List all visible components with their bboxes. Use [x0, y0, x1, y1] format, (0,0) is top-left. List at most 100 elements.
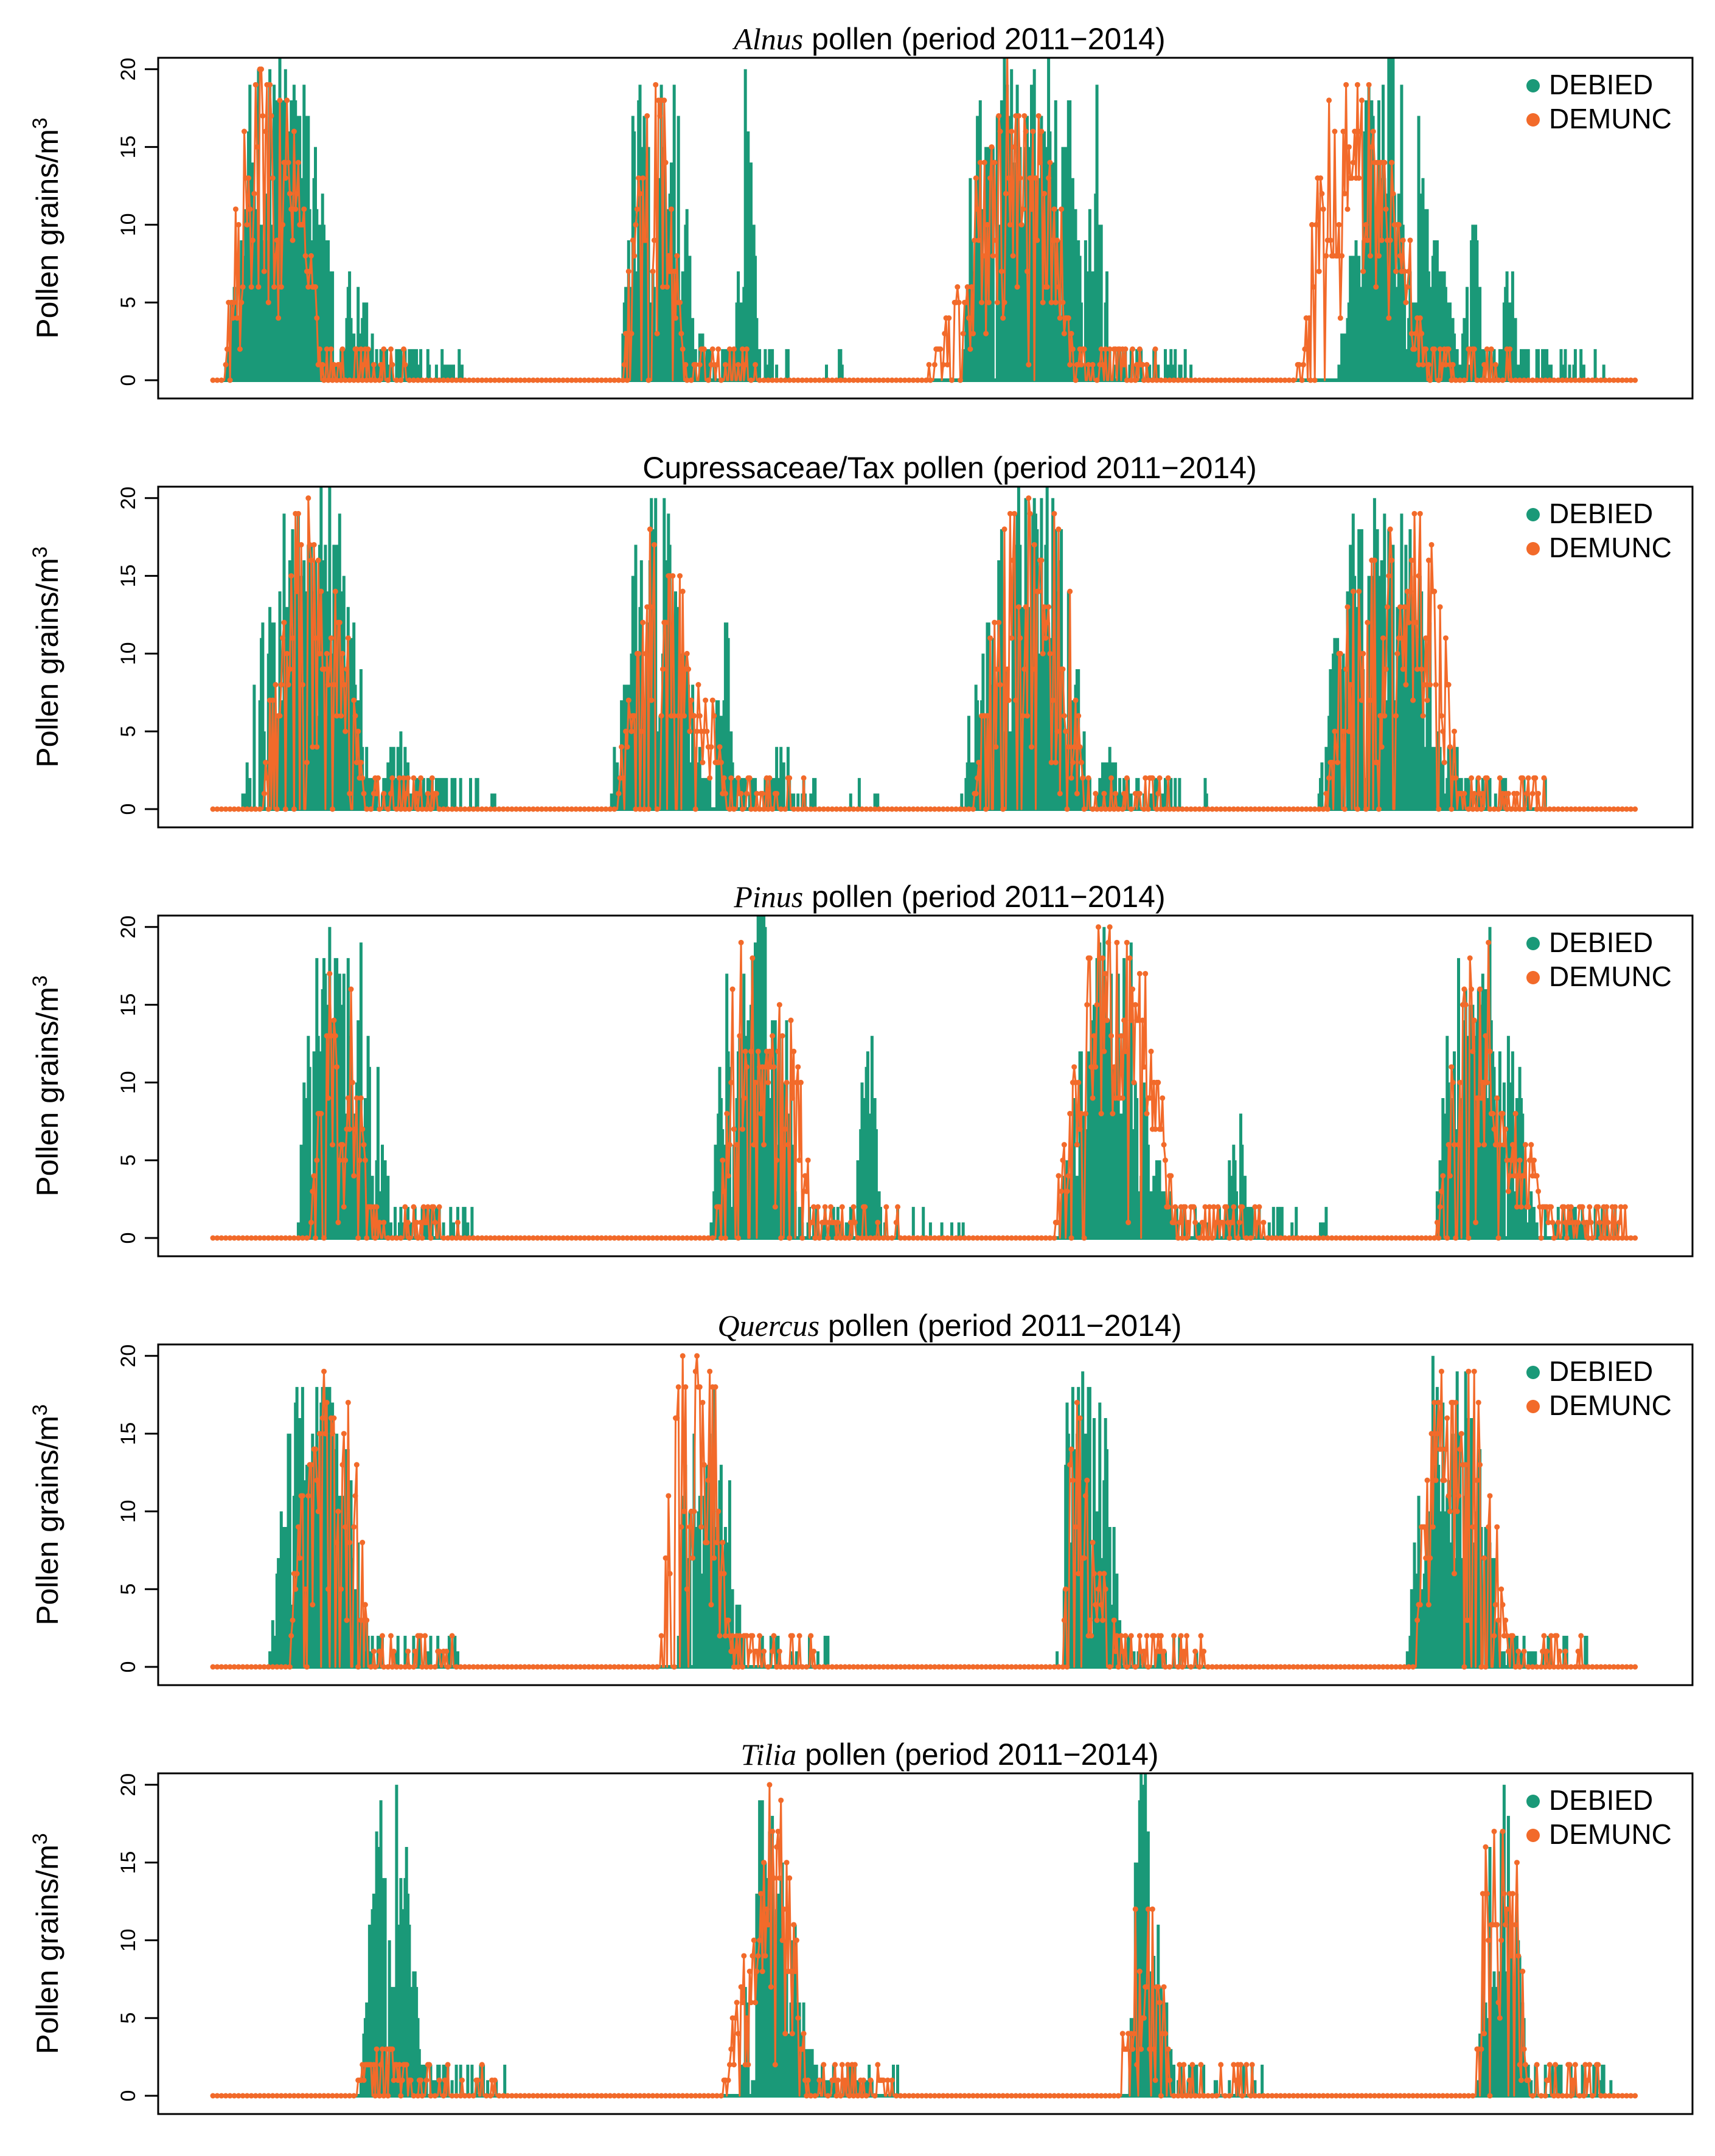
demunc-point — [347, 790, 353, 796]
demunc-point — [394, 377, 400, 383]
demunc-point — [1205, 2093, 1211, 2099]
demunc-point — [1172, 1204, 1178, 1210]
demunc-point — [1050, 697, 1056, 703]
demunc-point — [624, 2093, 630, 2099]
demunc-point — [902, 1664, 908, 1670]
demunc-point — [298, 541, 304, 548]
demunc-point — [282, 1664, 288, 1670]
demunc-point — [607, 2093, 613, 2099]
demunc-point — [661, 97, 667, 103]
title-text: Cupressaceae/Tax pollen (period 2011−201… — [642, 451, 1256, 485]
demunc-point — [227, 806, 233, 812]
demunc-point — [714, 2093, 720, 2099]
demunc-point — [250, 237, 256, 243]
demunc-point — [620, 775, 626, 781]
demunc-point — [1436, 377, 1442, 383]
demunc-point — [795, 1664, 801, 1670]
demunc-point — [1514, 1860, 1520, 1866]
demunc-point — [731, 806, 737, 812]
demunc-point — [353, 759, 360, 765]
demunc-point — [770, 1648, 776, 1654]
demunc-point — [565, 377, 571, 383]
demunc-point — [1628, 377, 1634, 383]
demunc-point — [1463, 1462, 1469, 1468]
demunc-point — [1098, 2093, 1104, 2099]
y-tick-label: 5 — [117, 297, 140, 308]
demunc-point — [1431, 1399, 1438, 1405]
demunc-point — [1302, 346, 1308, 352]
demunc-point — [1078, 759, 1084, 765]
demunc-point — [1161, 1648, 1167, 1654]
demunc-point — [992, 2093, 998, 2099]
demunc-point — [214, 2093, 220, 2099]
demunc-point — [1014, 284, 1020, 290]
demunc-point — [500, 377, 506, 383]
demunc-point — [227, 1664, 233, 1670]
demunc-point — [428, 806, 434, 812]
demunc-point — [1312, 377, 1318, 383]
demunc-point — [374, 790, 380, 796]
demunc-point — [1093, 1602, 1099, 1608]
demunc-point — [1521, 377, 1527, 383]
demunc-point — [721, 1571, 727, 1577]
demunc-point — [1504, 806, 1510, 812]
demunc-point — [1406, 268, 1412, 274]
demunc-point — [1587, 1204, 1593, 1210]
demunc-point — [1320, 206, 1326, 212]
demunc-point — [621, 361, 627, 367]
demunc-point — [1461, 2093, 1467, 2099]
demunc-point — [851, 377, 857, 383]
demunc-point — [1517, 806, 1523, 812]
demunc-point — [851, 1664, 857, 1670]
demunc-point — [944, 1235, 950, 1241]
demunc-point — [582, 2093, 588, 2099]
demunc-point — [729, 1633, 736, 1639]
demunc-point — [1310, 284, 1317, 290]
demunc-point — [1093, 1064, 1099, 1070]
demunc-point — [1064, 2093, 1070, 2099]
demunc-point — [997, 682, 1003, 688]
demunc-point — [377, 1648, 383, 1654]
demunc-point — [1084, 1477, 1090, 1483]
demunc-point — [793, 1079, 799, 1085]
demunc-point — [453, 806, 459, 812]
demunc-point — [973, 790, 979, 796]
demunc-point — [330, 1142, 336, 1148]
demunc-point — [880, 2077, 886, 2083]
demunc-point — [336, 619, 343, 625]
demunc-point — [403, 2062, 409, 2068]
demunc-point — [1538, 1235, 1544, 1241]
demunc-point — [223, 806, 229, 812]
demunc-point — [1551, 2093, 1557, 2099]
demunc-point — [308, 1219, 314, 1225]
demunc-point — [770, 1033, 776, 1039]
demunc-point — [1093, 790, 1099, 796]
demunc-point — [1447, 744, 1453, 750]
demunc-point — [1628, 2093, 1634, 2099]
demunc-point — [1141, 806, 1147, 812]
demunc-point — [1420, 361, 1426, 367]
demunc-point — [1038, 128, 1045, 134]
demunc-point — [332, 588, 338, 594]
demunc-point — [1576, 806, 1582, 812]
demunc-point — [927, 1664, 933, 1670]
demunc-point — [1060, 2093, 1066, 2099]
demunc-point — [341, 682, 347, 688]
demunc-point — [1290, 2093, 1296, 2099]
demunc-point — [1522, 1142, 1528, 1148]
demunc-point — [594, 2093, 600, 2099]
demunc-point — [1441, 1477, 1447, 1483]
demunc-point — [1101, 790, 1107, 796]
demunc-point — [822, 1204, 828, 1210]
demunc-point — [1487, 2093, 1493, 2099]
demunc-point — [405, 775, 411, 781]
demunc-point — [772, 2062, 778, 2068]
demunc-point — [343, 1157, 349, 1163]
demunc-point — [765, 1922, 771, 1928]
demunc-point — [479, 1235, 485, 1241]
demunc-point — [1312, 1664, 1318, 1670]
demunc-point — [556, 377, 562, 383]
demunc-point — [829, 377, 835, 383]
demunc-point — [919, 1664, 925, 1670]
demunc-point — [535, 1664, 541, 1670]
